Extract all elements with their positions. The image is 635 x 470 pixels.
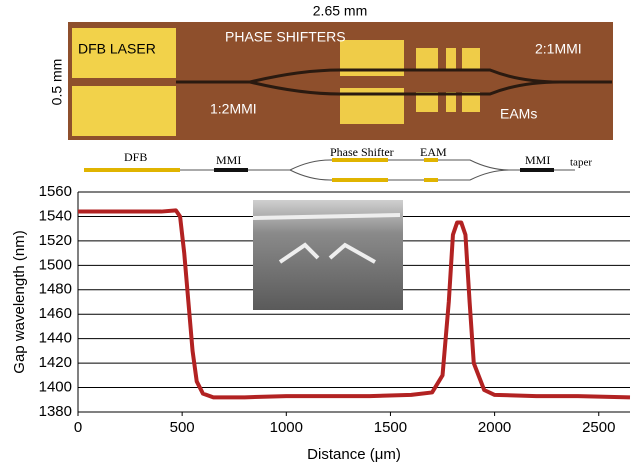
photo-label: DFB LASER bbox=[78, 41, 156, 57]
y-tick-label: 1540 bbox=[39, 207, 72, 224]
y-tick-label: 1460 bbox=[39, 305, 72, 322]
schematic-label: MMI bbox=[216, 153, 241, 167]
schematic-mmi bbox=[214, 168, 248, 172]
x-tick-label: 500 bbox=[170, 419, 195, 436]
x-axis-label: Distance (μm) bbox=[307, 446, 401, 463]
y-tick-label: 1500 bbox=[39, 256, 72, 273]
schematic-label: Phase Shifter bbox=[330, 145, 394, 159]
y-tick-label: 1520 bbox=[39, 232, 72, 249]
y-tick-label: 1440 bbox=[39, 330, 72, 347]
photo-label: 2:1MMI bbox=[535, 41, 582, 57]
x-tick-label: 1000 bbox=[270, 419, 303, 436]
schematic-mmi bbox=[520, 168, 554, 172]
x-tick-label: 2500 bbox=[582, 419, 615, 436]
photo-label: PHASE SHIFTERS bbox=[225, 29, 346, 45]
width-label: 2.65 mm bbox=[313, 3, 367, 19]
figure: 2.65 mm 0.5 mm DFB LASER PHASE SHIFTERS … bbox=[0, 0, 635, 470]
y-tick-label: 1380 bbox=[39, 403, 72, 420]
photo-label: EAMs bbox=[500, 106, 537, 122]
height-label: 0.5 mm bbox=[49, 59, 65, 106]
x-tick-label: 2000 bbox=[478, 419, 511, 436]
schematic-label: EAM bbox=[420, 145, 447, 159]
y-axis-label: Gap wavelength (nm) bbox=[11, 230, 28, 373]
y-tick-label: 1400 bbox=[39, 379, 72, 396]
x-tick-label: 1500 bbox=[374, 419, 407, 436]
pad bbox=[462, 48, 480, 70]
y-tick-label: 1420 bbox=[39, 354, 72, 371]
page: 2.65 mm 0.5 mm DFB LASER PHASE SHIFTERS … bbox=[0, 0, 635, 470]
y-tick-label: 1560 bbox=[39, 183, 72, 200]
schematic-eam bbox=[424, 178, 438, 182]
schematic-ps bbox=[332, 178, 388, 182]
x-tick-label: 0 bbox=[74, 419, 82, 436]
photo-label: 1:2MMI bbox=[210, 101, 257, 117]
schematic-label: DFB bbox=[124, 150, 147, 164]
schematic-label: taper bbox=[570, 157, 592, 169]
y-tick-label: 1480 bbox=[39, 281, 72, 298]
schematic-label: MMI bbox=[525, 153, 550, 167]
pad bbox=[72, 86, 176, 136]
pad bbox=[446, 48, 456, 70]
pad bbox=[416, 48, 438, 70]
schematic-dfb bbox=[84, 168, 180, 172]
